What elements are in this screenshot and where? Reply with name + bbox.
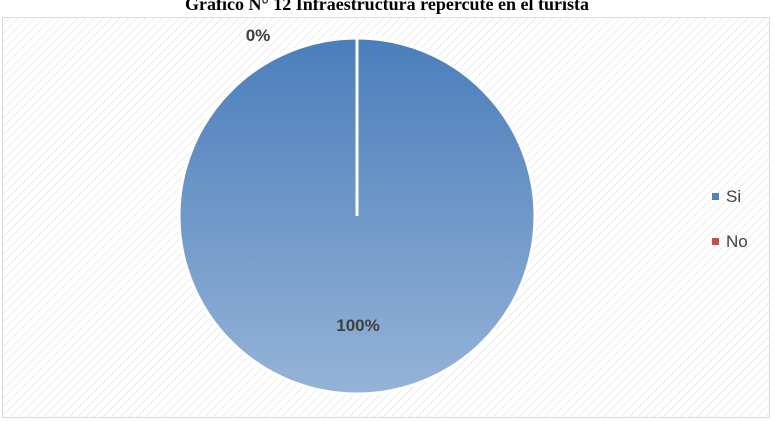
chart-area [2, 17, 770, 418]
data-label-si: 100% [336, 316, 380, 335]
legend-item-no: No [712, 229, 748, 254]
legend-swatch-no [712, 238, 719, 245]
legend-label-no: No [726, 231, 748, 251]
legend-item-si: Si [712, 184, 748, 209]
legend: Si No [712, 184, 748, 274]
chart-title: Gráfico N° 12 Infraestructura repercute … [185, 0, 589, 14]
legend-swatch-si [712, 193, 719, 200]
legend-label-si: Si [726, 186, 742, 206]
data-label-no: 0% [245, 26, 271, 45]
